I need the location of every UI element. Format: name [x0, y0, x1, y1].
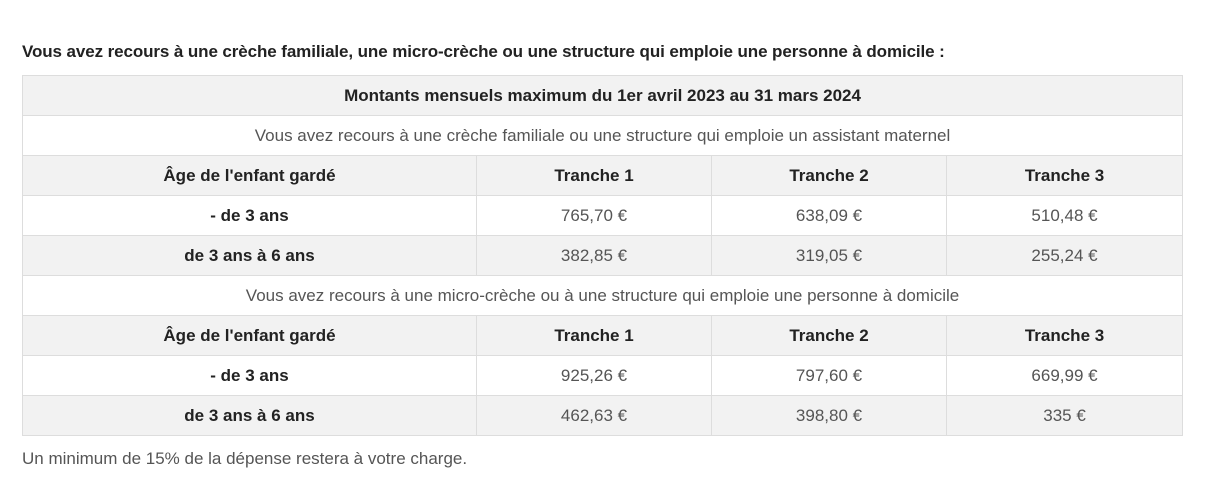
table-title-row: Montants mensuels maximum du 1er avril 2…	[21, 75, 1184, 116]
amount-cell: 398,80 €	[711, 395, 947, 436]
amount-cell: 925,26 €	[476, 355, 712, 396]
amount-cell: 255,24 €	[945, 235, 1184, 276]
section-heading-row: Vous avez recours à une micro-crèche ou …	[21, 275, 1184, 316]
table-row: de 3 ans à 6 ans 382,85 € 319,05 € 255,2…	[22, 235, 1184, 276]
section-heading: Vous avez recours à une crèche familiale…	[21, 115, 1184, 156]
column-header-age: Âge de l'enfant gardé	[22, 315, 477, 356]
amount-cell: 510,48 €	[945, 195, 1184, 236]
row-age-label: - de 3 ans	[22, 355, 477, 396]
amount-cell: 765,70 €	[476, 195, 712, 236]
column-header-tranche-3: Tranche 3	[945, 155, 1184, 196]
rates-table: Montants mensuels maximum du 1er avril 2…	[21, 75, 1184, 436]
amount-cell: 319,05 €	[711, 235, 947, 276]
column-header-tranche-1: Tranche 1	[476, 155, 712, 196]
section-heading: Vous avez recours à une micro-crèche ou …	[21, 275, 1184, 316]
column-header-tranche-3: Tranche 3	[945, 315, 1184, 356]
table-header-row: Âge de l'enfant gardé Tranche 1 Tranche …	[22, 155, 1184, 196]
amount-cell: 462,63 €	[476, 395, 712, 436]
row-age-label: - de 3 ans	[22, 195, 477, 236]
column-header-age: Âge de l'enfant gardé	[22, 155, 477, 196]
table-row: - de 3 ans 765,70 € 638,09 € 510,48 €	[22, 195, 1184, 236]
section-heading-row: Vous avez recours à une crèche familiale…	[21, 115, 1184, 156]
amount-cell: 382,85 €	[476, 235, 712, 276]
amount-cell: 335 €	[945, 395, 1184, 436]
intro-text: Vous avez recours à une crèche familiale…	[22, 42, 945, 61]
table-header-row: Âge de l'enfant gardé Tranche 1 Tranche …	[22, 315, 1184, 356]
row-age-label: de 3 ans à 6 ans	[22, 235, 477, 276]
row-age-label: de 3 ans à 6 ans	[22, 395, 477, 436]
amount-cell: 638,09 €	[711, 195, 947, 236]
table-row: - de 3 ans 925,26 € 797,60 € 669,99 €	[22, 355, 1184, 396]
table-title: Montants mensuels maximum du 1er avril 2…	[21, 75, 1184, 116]
amount-cell: 797,60 €	[711, 355, 947, 396]
column-header-tranche-2: Tranche 2	[711, 315, 947, 356]
column-header-tranche-2: Tranche 2	[711, 155, 947, 196]
column-header-tranche-1: Tranche 1	[476, 315, 712, 356]
amount-cell: 669,99 €	[945, 355, 1184, 396]
footer-note: Un minimum de 15% de la dépense restera …	[22, 449, 468, 468]
table-row: de 3 ans à 6 ans 462,63 € 398,80 € 335 €	[22, 395, 1184, 436]
